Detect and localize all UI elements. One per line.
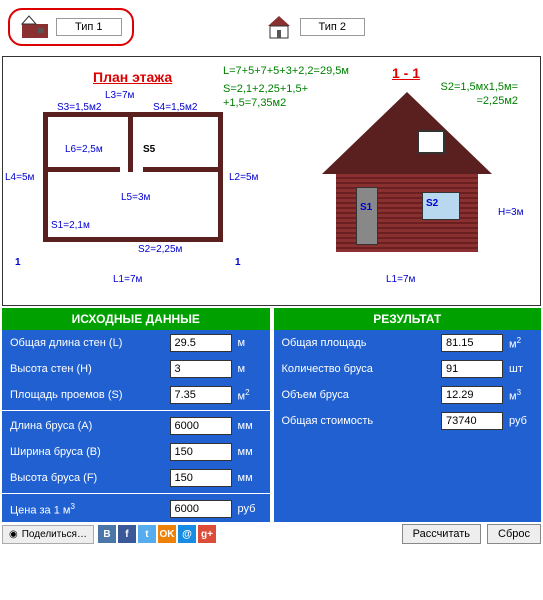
- dim-L1: L1=7м: [113, 274, 142, 285]
- ok-icon[interactable]: OK: [158, 525, 176, 543]
- social-icons: B f t OK @ g+: [98, 525, 216, 543]
- dim-L5: L5=3м: [121, 192, 150, 203]
- input-A-unit: мм: [238, 420, 262, 432]
- dim-S3: S3=1,5м2: [57, 102, 101, 113]
- input-A[interactable]: [170, 417, 232, 435]
- input-header: ИСХОДНЫЕ ДАННЫЕ: [2, 308, 270, 330]
- output-area-label: Общая площадь: [282, 337, 436, 349]
- input-L[interactable]: [170, 334, 232, 352]
- gp-icon[interactable]: g+: [198, 525, 216, 543]
- input-S-unit: м2: [238, 388, 262, 403]
- output-count: [441, 360, 503, 378]
- share-button[interactable]: ◉ Поделиться…: [2, 525, 94, 544]
- input-F[interactable]: [170, 469, 232, 487]
- floor-plan: L3=7м S3=1,5м2 S4=1,5м2 L6=2,5м S5 L4=5м…: [43, 112, 223, 252]
- house-icon-2: [264, 14, 294, 40]
- output-cost-unit: руб: [509, 415, 533, 427]
- input-price-label: Цена за 1 м3: [10, 502, 164, 517]
- formula-L: L=7+5+7+5+3+2,2=29,5м: [223, 65, 349, 77]
- share-icon: ◉: [9, 529, 18, 540]
- output-count-label: Количество бруса: [282, 363, 436, 375]
- input-price-unit: руб: [238, 503, 262, 515]
- tw-icon[interactable]: t: [138, 525, 156, 543]
- input-H-label: Высота стен (H): [10, 363, 164, 375]
- dim-L3: L3=7м: [105, 90, 134, 101]
- output-header: РЕЗУЛЬТАТ: [274, 308, 542, 330]
- input-L-label: Общая длина стен (L): [10, 337, 164, 349]
- input-L-unit: м: [238, 337, 262, 349]
- dim-S4: S4=1,5м2: [153, 102, 197, 113]
- tab-type1[interactable]: Тип 1: [8, 8, 134, 46]
- marker-1b: 1: [235, 257, 241, 268]
- vk-icon[interactable]: B: [98, 525, 116, 543]
- tab-type1-label: Тип 1: [56, 18, 122, 36]
- output-panel: РЕЗУЛЬТАТ Общая площадь м2 Количество бру…: [274, 308, 542, 522]
- output-area: [441, 334, 503, 352]
- share-label: Поделиться…: [22, 529, 87, 540]
- input-F-unit: мм: [238, 472, 262, 484]
- dim-S5: S5: [143, 144, 155, 155]
- output-cost: [441, 412, 503, 430]
- input-S[interactable]: [170, 386, 232, 404]
- dim-L1b: L1=7м: [386, 274, 415, 285]
- elevation-view: S1 S2 H=3м L1=7м: [322, 92, 492, 272]
- marker-1a: 1: [15, 257, 21, 268]
- dim-Sv1: S1=2,1м: [51, 220, 90, 231]
- input-H-unit: м: [238, 363, 262, 375]
- label-S1: S1: [360, 202, 372, 213]
- label-S2: S2: [426, 198, 438, 209]
- output-cost-label: Общая стоимость: [282, 415, 436, 427]
- dim-H: H=3м: [498, 207, 524, 218]
- output-volume-label: Объем бруса: [282, 389, 436, 401]
- data-tables: ИСХОДНЫЕ ДАННЫЕ Общая длина стен (L) м Вы…: [2, 308, 541, 522]
- reset-button[interactable]: Сброс: [487, 524, 541, 544]
- input-panel: ИСХОДНЫЕ ДАННЫЕ Общая длина стен (L) м Вы…: [2, 308, 270, 522]
- output-area-unit: м2: [509, 336, 533, 351]
- input-B-label: Ширина бруса (B): [10, 446, 164, 458]
- tab-type2[interactable]: Тип 2: [254, 10, 376, 44]
- tab-type2-label: Тип 2: [300, 18, 366, 36]
- output-volume-unit: м3: [509, 388, 533, 403]
- section-title: 1 - 1: [392, 65, 420, 81]
- formula-S2: +1,5=7,35м2: [223, 97, 286, 109]
- diagram-area: План этажа 1 - 1 L=7+5+7+5+3+2,2=29,5м S…: [2, 56, 541, 306]
- fb-icon[interactable]: f: [118, 525, 136, 543]
- dim-L4: L4=5м: [5, 172, 34, 183]
- house-icon-1: [20, 14, 50, 40]
- dim-L2: L2=5м: [229, 172, 258, 183]
- input-B[interactable]: [170, 443, 232, 461]
- formula-S1: S=2,1+2,25+1,5+: [223, 83, 308, 95]
- input-B-unit: мм: [238, 446, 262, 458]
- output-count-unit: шт: [509, 363, 533, 375]
- input-F-label: Высота бруса (F): [10, 472, 164, 484]
- calculate-button[interactable]: Рассчитать: [402, 524, 481, 544]
- dim-Sv2: S2=2,25м: [138, 244, 182, 255]
- mr-icon[interactable]: @: [178, 525, 196, 543]
- footer-bar: ◉ Поделиться… B f t OK @ g+ Рассчитать С…: [2, 524, 541, 544]
- dim-L6: L6=2,5м: [65, 144, 103, 155]
- type-tabs: Тип 1 Тип 2: [0, 0, 543, 54]
- input-A-label: Длина бруса (A): [10, 420, 164, 432]
- input-S-label: Площадь проемов (S): [10, 389, 164, 401]
- output-volume: [441, 386, 503, 404]
- input-H[interactable]: [170, 360, 232, 378]
- input-price[interactable]: [170, 500, 232, 518]
- plan-title: План этажа: [93, 69, 172, 85]
